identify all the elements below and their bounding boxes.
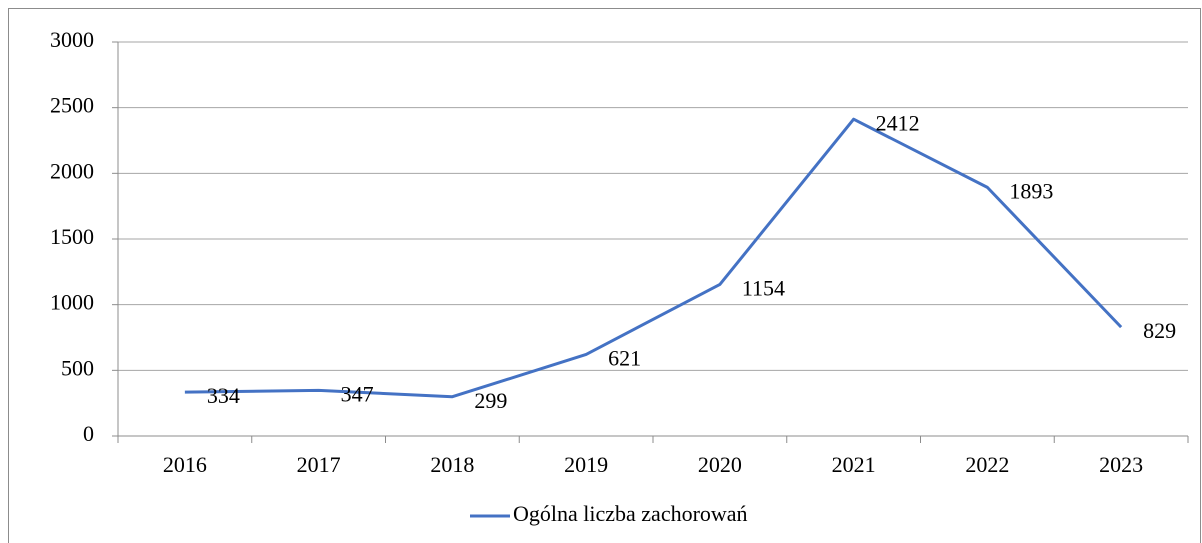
x-tick-label: 2020: [698, 452, 742, 477]
chart-border: [8, 8, 1201, 543]
x-tick-label: 2022: [965, 452, 1009, 477]
data-label: 621: [608, 345, 641, 370]
x-tick-label: 2017: [297, 452, 341, 477]
data-label: 1893: [1009, 178, 1053, 203]
x-tick-label: 2021: [832, 452, 876, 477]
legend-label: Ogólna liczba zachorowań: [513, 501, 748, 526]
data-label: 2412: [876, 110, 920, 135]
x-tick-label: 2019: [564, 452, 608, 477]
y-tick-label: 1000: [50, 290, 94, 315]
y-tick-label: 0: [83, 421, 94, 446]
y-tick-label: 1500: [50, 224, 94, 249]
data-label: 829: [1143, 318, 1176, 343]
data-label: 1154: [742, 275, 785, 300]
data-label: 334: [207, 383, 240, 408]
y-tick-label: 2500: [50, 93, 94, 118]
data-label: 299: [474, 388, 507, 413]
x-tick-label: 2016: [163, 452, 207, 477]
line-series: [184, 117, 1123, 399]
y-tick-label: 3000: [50, 27, 94, 52]
y-tick-label: 500: [61, 355, 94, 380]
y-tick-label: 2000: [50, 158, 94, 183]
x-tick-label: 2018: [430, 452, 474, 477]
x-tick-label: 2023: [1099, 452, 1143, 477]
data-label: 347: [341, 381, 374, 406]
